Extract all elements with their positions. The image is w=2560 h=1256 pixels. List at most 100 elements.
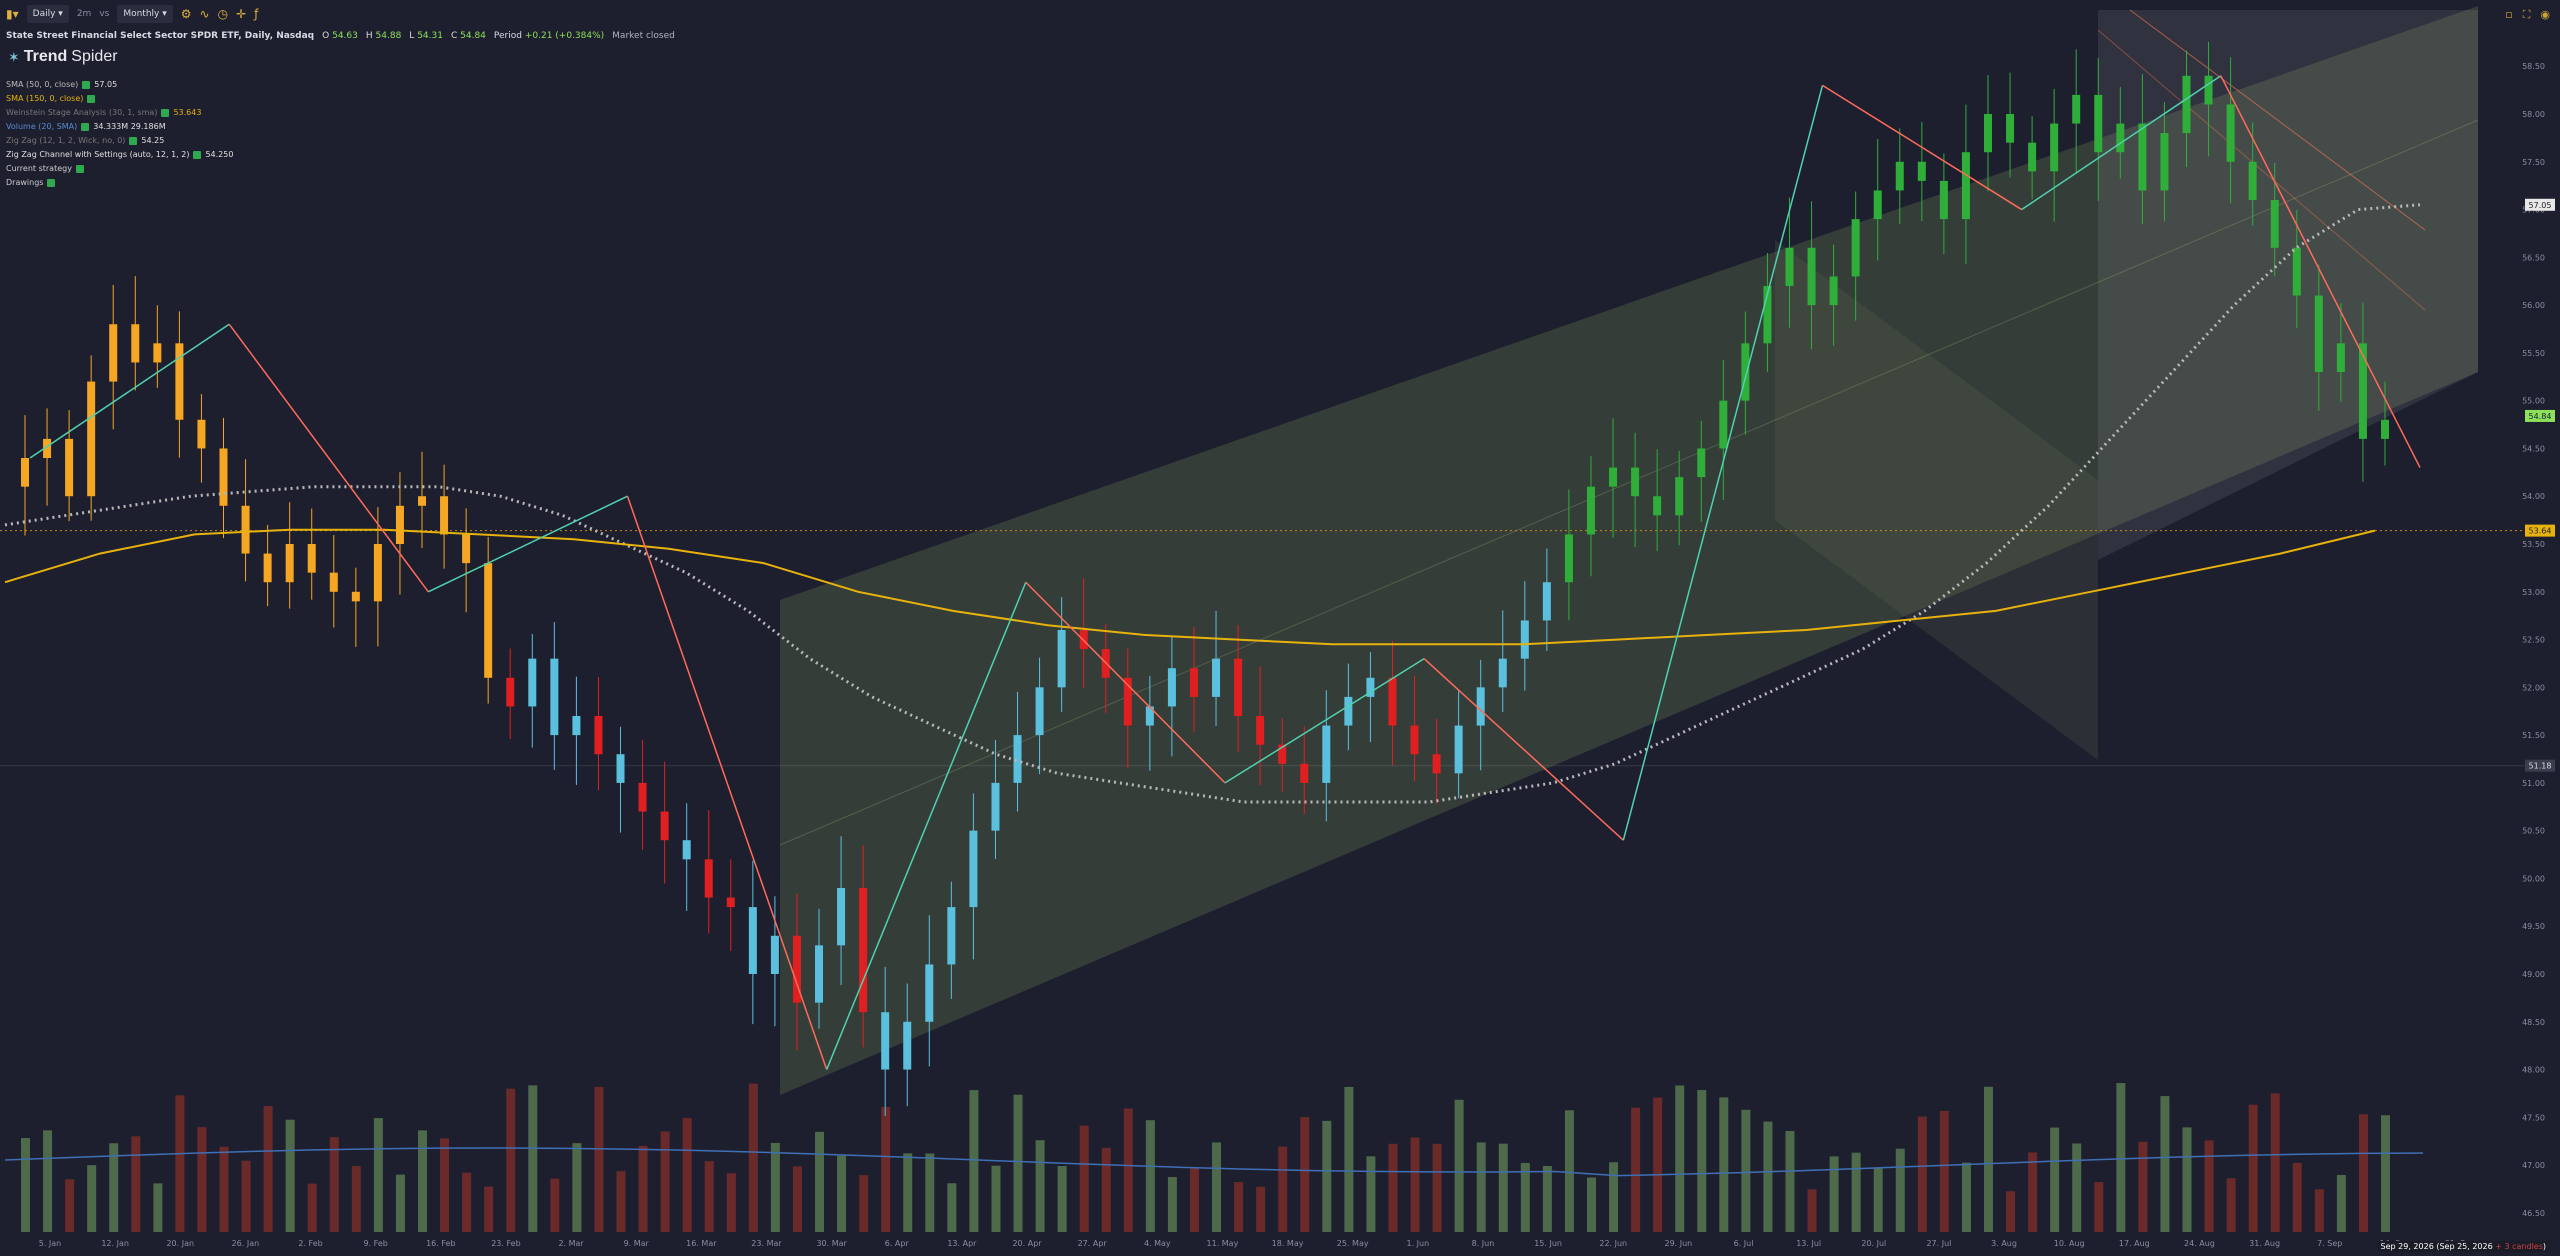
volume-bar [87,1165,97,1232]
visibility-toggle-icon[interactable] [129,136,138,145]
volume-bar [1520,1162,1530,1232]
volume-bar [1939,1110,1949,1232]
zigzag-segment [1224,658,1425,784]
candle-body [1278,744,1287,764]
visibility-toggle-icon[interactable] [75,164,84,173]
time-tick-label: 17. Aug [2119,1239,2150,1248]
candle-body [660,811,669,841]
candle-body [1013,735,1022,783]
time-tick-label: 5. Jan [39,1239,62,1248]
gear-icon[interactable]: ⚙ [180,7,192,21]
volume-bar [969,1090,979,1232]
candle-body [2138,123,2147,191]
time-tick-label: 27. Jul [1926,1239,1951,1248]
volume-bar [528,1085,538,1232]
candle-body [2182,75,2191,134]
volume-bar [1013,1094,1023,1232]
candle-body [1719,400,1728,449]
candle-body [2314,295,2323,372]
volume-bar [550,1178,560,1232]
visibility-toggle-icon[interactable] [193,150,202,159]
candle-body [2226,104,2235,162]
volume-bar [1123,1108,1133,1232]
volume-bar [594,1086,604,1232]
ohlc-row: State Street Financial Select Sector SPD… [6,29,675,43]
volume-bar [991,1165,1001,1232]
indicator-row[interactable]: Volume (20, SMA) 34.333M 29.186M [6,122,166,131]
minimize-icon[interactable]: ▫ [2505,8,2513,21]
volume-bar [1057,1166,1067,1232]
candle-body [241,505,250,554]
range-label[interactable]: 2m [76,9,92,19]
zigzag-segment [1025,581,1226,784]
sma50-line [4,203,2421,804]
camera-icon[interactable]: ◉ [2540,8,2550,21]
timeframe-select[interactable]: Daily ▾ [26,5,69,23]
candle-body [1476,687,1485,726]
indicator-row[interactable]: Current strategy [6,164,84,173]
candle-body [1961,152,1970,220]
price-axis: 58.5058.0057.5057.0056.5056.0055.5055.00… [2522,62,2555,1218]
zigzag-segment [2220,75,2421,468]
candle-body [991,782,1000,831]
indicator-label: Zig Zag Channel with Settings (auto, 12,… [6,150,190,159]
price-tick-label: 51.50 [2522,731,2545,740]
indicator-row[interactable]: SMA (150, 0, close) [6,94,96,103]
indicator-row[interactable]: Weinstein Stage Analysis (30, 1, sma) 53.… [6,108,201,117]
indicator-row[interactable]: Zig Zag Channel with Settings (auto, 12,… [6,150,233,159]
volume-bar [1829,1156,1839,1232]
price-tick-label: 48.50 [2522,1018,2545,1027]
visibility-toggle-icon[interactable] [47,178,56,187]
volume-bar [1631,1107,1641,1232]
time-tick-label: 23. Feb [491,1239,520,1248]
indicator-label: SMA (150, 0, close) [6,94,84,103]
volume-bar [1785,1131,1795,1232]
time-tick-label: 24. Aug [2184,1239,2215,1248]
volume-bar [2358,1114,2368,1232]
price-tick-label: 47.00 [2522,1161,2545,1170]
price-tick-label: 52.50 [2522,636,2545,645]
visibility-toggle-icon[interactable] [161,108,170,117]
period-label: Period +0.21 (+0.384%) [493,31,605,41]
candle-body [153,343,162,363]
time-tick-label: 10. Aug [2054,1239,2085,1248]
zigzag-segment [825,581,1027,1070]
compare-select[interactable]: Monthly ▾ [117,5,173,23]
candle-body [1410,725,1419,755]
visibility-toggle-icon[interactable] [82,80,91,89]
volume-bar [881,1106,891,1232]
wave-icon[interactable]: ∿ [199,7,210,21]
volume-bar [1145,1120,1155,1232]
candle-body [947,907,956,965]
volume-bar [792,1166,802,1232]
price-tick-label: 58.00 [2522,110,2545,119]
volume-bar [1035,1140,1045,1232]
expand-icon[interactable]: ⛶ [2522,8,2531,21]
script-icon[interactable]: ƒ [254,7,259,21]
volume-bar [2226,1178,2236,1232]
price-tick-label: 55.50 [2522,349,2545,358]
menu-icon[interactable]: ▮▾ [6,7,19,21]
volume-bar [1542,1165,1552,1232]
candle-body [175,343,184,420]
volume-bar [418,1130,428,1232]
candle-body [572,716,581,736]
price-badge-bg [2525,524,2555,537]
indicator-row[interactable]: SMA (50, 0, close) 57.05 [6,80,117,89]
indicator-row[interactable]: Drawings [6,178,56,187]
volume-bar [2028,1152,2038,1232]
candle-body [881,1012,890,1070]
indicator-label: Weinstein Stage Analysis (30, 1, sma) [6,108,158,117]
crosshair-icon[interactable]: ✛ [236,7,247,21]
volume-bar [925,1153,935,1232]
candle-body [1983,114,1992,153]
visibility-toggle-icon[interactable] [87,94,96,103]
clock-icon[interactable]: ◷ [217,7,229,21]
indicator-row[interactable]: Zig Zag (12, 1, 2, Wick, no, 0) 54.25 [6,136,164,145]
volume-bar [1873,1168,1883,1232]
volume-bar [1278,1146,1288,1232]
visibility-toggle-icon[interactable] [81,122,90,131]
top-toolbar: ▮▾ Daily ▾ 2m vs Monthly ▾ ⚙ ∿ ◷ ✛ ƒ [0,0,2560,28]
time-tick-label: 8. Jun [1472,1239,1495,1248]
